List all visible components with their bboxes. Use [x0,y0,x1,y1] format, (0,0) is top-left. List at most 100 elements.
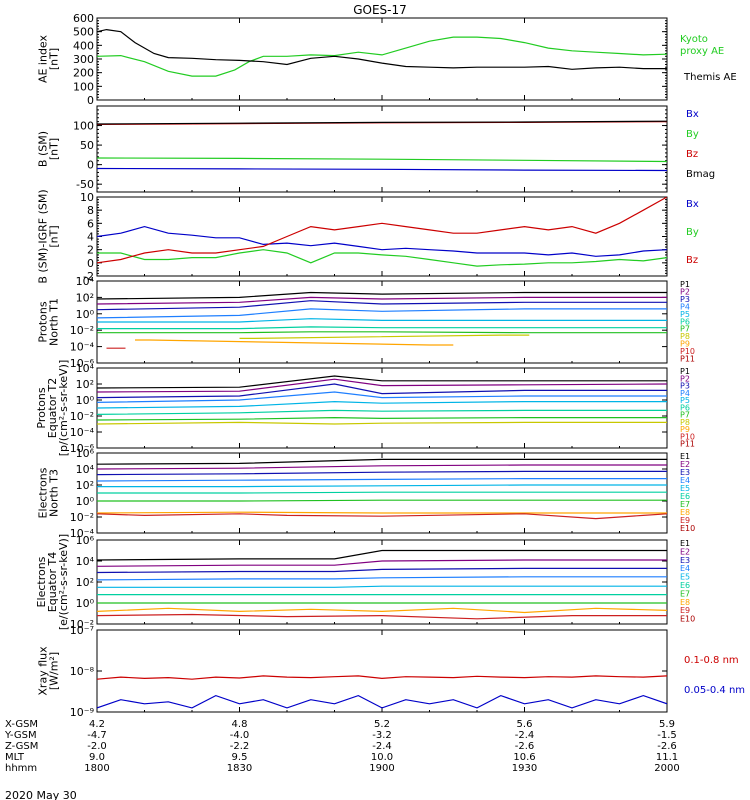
series-line-p2 [97,296,667,305]
y-axis-label: North T1 [48,298,61,346]
series-line-p9 [135,339,454,346]
y-axis-label: Electrons [37,467,50,518]
y-tick-label: 10⁻² [70,618,94,631]
series-line-kyoto-proxy-ae [97,36,667,77]
footer-value: -2.4 [515,730,535,741]
series-line-by [97,157,667,163]
series-line-p4 [97,308,667,319]
series-line-themis-ae [97,28,667,70]
panel-frame [96,105,668,193]
legend-label: P4 [680,302,690,311]
series-line-p7 [97,331,667,334]
footer-value: 1830 [227,763,252,774]
y-tick-label: 6 [87,217,94,230]
legend-label: E1 [680,539,690,548]
series-line-p4 [97,391,667,403]
series-line-bmag [97,120,667,125]
y-axis-label: Protons [35,387,48,428]
figure-title: GOES-17 [353,3,407,17]
footer-value: -1.5 [657,730,677,741]
panel-frame [96,196,668,277]
series-line-e4 [97,576,667,581]
y-tick-label: 0 [87,94,94,107]
series-line-bx [97,225,667,257]
y-tick-label: 10⁻² [70,511,94,524]
legend-label: P3 [680,295,690,304]
y-axis-label: [W/m²] [48,652,61,690]
series-line-e9 [97,513,667,520]
legend-label: 0.05-0.4 nm [684,685,745,696]
footer-value: -2.4 [372,741,392,752]
series-line-0-1-0-8-nm [97,675,667,680]
y-tick-label: 10⁻⁶ [70,442,95,455]
y-tick-label: 10⁴ [76,275,95,288]
y-tick-label: 200 [73,67,94,80]
footer-row-label: X-GSM [5,719,38,730]
legend-label: E10 [680,615,695,624]
legend-label: Kyoto proxy AE [680,34,724,57]
y-tick-label: -50 [76,178,94,191]
y-axis-label: Protons [37,301,50,342]
footer-value: -2.6 [657,741,677,752]
footer-value: 1930 [512,763,537,774]
footer-value: -2.6 [515,741,535,752]
y-tick-label: 10² [76,291,94,304]
legend-label: P7 [680,411,690,420]
legend-label: E7 [680,589,690,598]
footer-value: -2.2 [230,741,250,752]
series-line-e1 [97,549,667,561]
legend-label: P2 [680,287,690,296]
legend-label: P3 [680,382,690,391]
legend-label: E4 [680,476,690,485]
footer-value: 5.2 [374,719,390,730]
legend-label: P11 [680,440,695,449]
y-tick-label: 100 [73,120,94,133]
series-line-p3 [97,300,667,311]
footer-value: -3.2 [372,730,392,741]
y-tick-label: 10⁰ [76,308,95,321]
legend-label: Bz [686,255,698,266]
y-tick-label: 10⁴ [76,362,95,375]
panel-frame [96,629,668,713]
y-axis-label: Electrons [35,556,48,607]
y-tick-label: 300 [73,53,94,66]
orbit-footer: X-GSM 4.2 4.8 5.2 5.6 5.9Y-GSM -4.7 -4.0 -3.2 -2.… [4,719,680,774]
y-axis-label: Xray flux [37,646,50,696]
series-line-e3 [97,470,667,476]
series-line-e5 [97,585,667,588]
y-tick-label: 10⁴ [76,555,95,568]
y-axis-label: Equator T2 [46,378,59,438]
date-label: 2020 May 30 [5,789,77,800]
panel-frame [96,17,668,101]
footer-value: -2.0 [87,741,107,752]
series-line-e2 [97,464,667,470]
legend-label: E7 [680,500,690,509]
y-tick-label: 0 [87,257,94,270]
y-tick-label: 10⁰ [76,394,95,407]
series-line-e8 [97,607,667,614]
panel-xray: 10⁻⁹ 10⁻⁸ 10⁻⁷ Xray flux[W/m²] 0.1-0.8 nm 0.0… [37,624,746,719]
y-axis-label: [e/(cm²-s-sr-keV)] [57,534,70,630]
series-line-e8 [97,511,667,514]
y-tick-label: 10⁻⁴ [70,527,95,540]
series-line-by [97,249,667,267]
y-axis-label: [nT] [48,225,61,247]
y-tick-label: 10² [76,479,94,492]
y-axis-label: North T3 [48,469,61,517]
y-tick-label: 10⁻⁶ [70,357,95,370]
y-tick-label: 10⁶ [76,447,95,460]
y-tick-label: 100 [73,80,94,93]
footer-value: 2000 [654,763,679,774]
footer-value: -4.0 [230,730,250,741]
y-axis-label: AE index [37,34,50,83]
legend-label: E5 [680,573,690,582]
legend-label: E10 [680,524,695,533]
legend-label: P6 [680,317,690,326]
y-tick-label: 500 [73,26,94,39]
footer-value: 5.6 [517,719,533,730]
footer-value: 10.6 [513,752,535,763]
